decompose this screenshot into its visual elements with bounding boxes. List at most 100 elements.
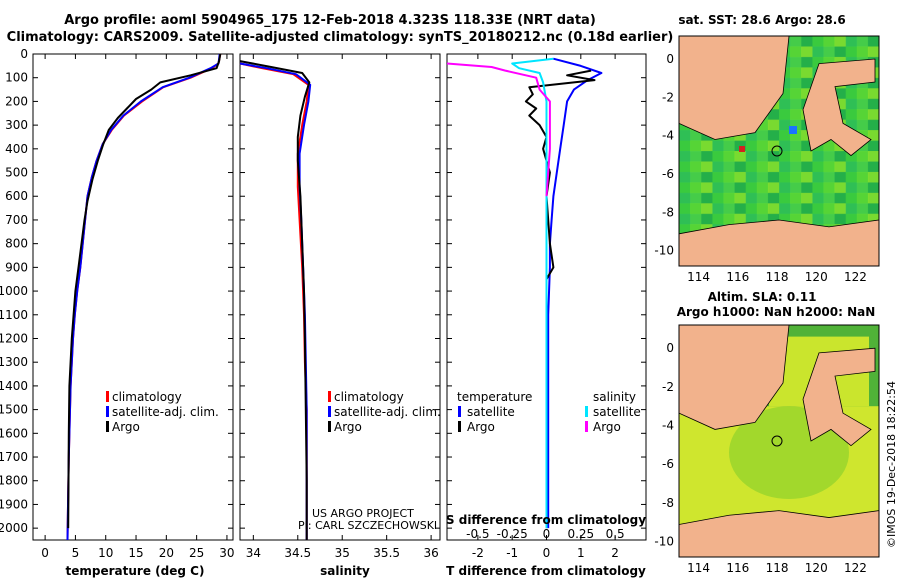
sst-pixel (701, 182, 713, 194)
sst-pixel (690, 140, 702, 152)
sst-pixel (723, 213, 736, 225)
legend-swatch-sal-argo (585, 421, 588, 432)
map-x-tick-label: 114 (687, 561, 710, 575)
legend-label-temp-satellite: satellite (467, 405, 515, 419)
legend-title-temperature: temperature (457, 390, 532, 404)
map-x-tick-label: 118 (766, 270, 789, 284)
sst-pixel (712, 182, 724, 194)
sst-pixel (701, 171, 713, 183)
y-tick-label: 2000 (0, 521, 28, 535)
difference-legend: temperature satellite Argo salinity sate… (457, 390, 641, 434)
salinity-x-label: salinity (320, 564, 370, 578)
sst-pixel (767, 203, 780, 215)
sst-pixel (790, 182, 802, 194)
sst-pixel (679, 182, 691, 194)
legend-swatch-satellite (328, 406, 331, 417)
sst-pixel (867, 171, 880, 183)
sst-pixel (701, 203, 713, 215)
sst-pixel (779, 171, 791, 183)
difference-panel: -2 -1 0 1 2 -0.5 -0.25 0 0.25 0.5 (446, 53, 647, 560)
project-note: US ARGO PROJECT (312, 507, 414, 520)
sst-pixel (790, 151, 802, 162)
sst-pixel (767, 130, 780, 142)
sst-pixel (712, 161, 724, 173)
float-location-marker (771, 145, 783, 157)
sst-pixel (812, 151, 824, 162)
sst-pixel (679, 171, 691, 183)
series-line-argo (239, 60, 311, 540)
sst-pixel (845, 88, 858, 100)
sst-pixel (856, 46, 869, 58)
sst-pixel (756, 140, 769, 152)
sst-pixel (801, 151, 813, 162)
x-tick-label: -1 (506, 546, 518, 560)
sst-pixel (779, 98, 791, 110)
sst-pixel (790, 67, 802, 79)
sst-pixel (823, 46, 836, 58)
sst-pixel (779, 161, 791, 173)
landmass-sulawesi (802, 58, 876, 157)
map-x-tick-label: 116 (726, 270, 749, 284)
sst-pixel (834, 192, 847, 204)
sst-pixel (779, 213, 791, 225)
sst-pixel (734, 151, 747, 162)
float-location-marker (771, 435, 783, 447)
sst-pixel (734, 203, 747, 215)
sst-pixel (801, 203, 813, 215)
y-tick-label: 400 (5, 142, 28, 156)
map-x-tick-label: 122 (844, 561, 867, 575)
sst-pixel (756, 130, 769, 142)
sst-pixel (856, 213, 869, 225)
sst-pixel (779, 130, 791, 142)
sst-pixel (790, 36, 802, 47)
imos-timestamp: ©IMOS 19-Dec-2018 18:22:54 (885, 381, 898, 548)
sst-pixel (812, 213, 824, 225)
sst-pixel (756, 119, 769, 131)
sst-pixel (723, 192, 736, 204)
sla-map-title-line1: Altim. SLA: 0.11 (708, 290, 817, 304)
sst-map-title: sat. SST: 28.6 Argo: 28.6 (678, 13, 845, 27)
y-tick-label: 700 (5, 213, 28, 227)
y-tick-label: 800 (5, 237, 28, 251)
sst-pixel (801, 46, 813, 58)
sst-pixel (767, 213, 780, 225)
map-x-tick-label: 116 (726, 561, 749, 575)
salinity-panel: 34 34.5 35 35.5 36 (239, 53, 441, 560)
legend-label-argo: Argo (334, 420, 362, 434)
sst-pixel (812, 36, 824, 47)
sst-pixel (745, 192, 758, 204)
x-tick-label: 34.5 (284, 546, 311, 560)
sst-pixel (801, 140, 813, 152)
sst-pixel (767, 140, 780, 152)
sst-pixel (823, 182, 836, 194)
sst-pixel (790, 88, 802, 100)
map-y-tick-label: -10 (654, 244, 674, 258)
sst-pixel (867, 213, 880, 225)
sla-map: 114 116 118 120 122 0 -2 -4 -6 -8 -10 (654, 324, 880, 575)
series-line-satellite-adj-clim- (66, 53, 221, 541)
x-tick-label: 35.5 (373, 546, 400, 560)
sst-pixel (834, 36, 847, 47)
legend-swatch-climatology (328, 391, 331, 402)
sst-pixel (779, 192, 791, 204)
x2-tick-label: -0.25 (497, 527, 528, 541)
legend-label-sal-argo: Argo (593, 420, 621, 434)
x2-tick-label: 0.25 (567, 527, 594, 541)
y-tick-label: 1400 (0, 379, 28, 393)
legend-swatch-temp-satellite (458, 406, 461, 417)
sst-pixel (856, 119, 869, 131)
sst-pixel (790, 56, 802, 68)
sst-pixel (745, 130, 758, 142)
sst-pixel (734, 182, 747, 194)
sst-pixel (767, 119, 780, 131)
sst-pixel (690, 171, 702, 183)
sst-pixel (690, 192, 702, 204)
sst-pixel (767, 171, 780, 183)
y-tick-label: 1100 (0, 308, 28, 322)
y-tick-label: 1900 (0, 497, 28, 511)
series-line-argo (67, 53, 222, 529)
sst-pixel (790, 140, 802, 152)
y-tick-label: 200 (5, 94, 28, 108)
y-tick-label: 900 (5, 260, 28, 274)
sst-pixel (867, 203, 880, 215)
